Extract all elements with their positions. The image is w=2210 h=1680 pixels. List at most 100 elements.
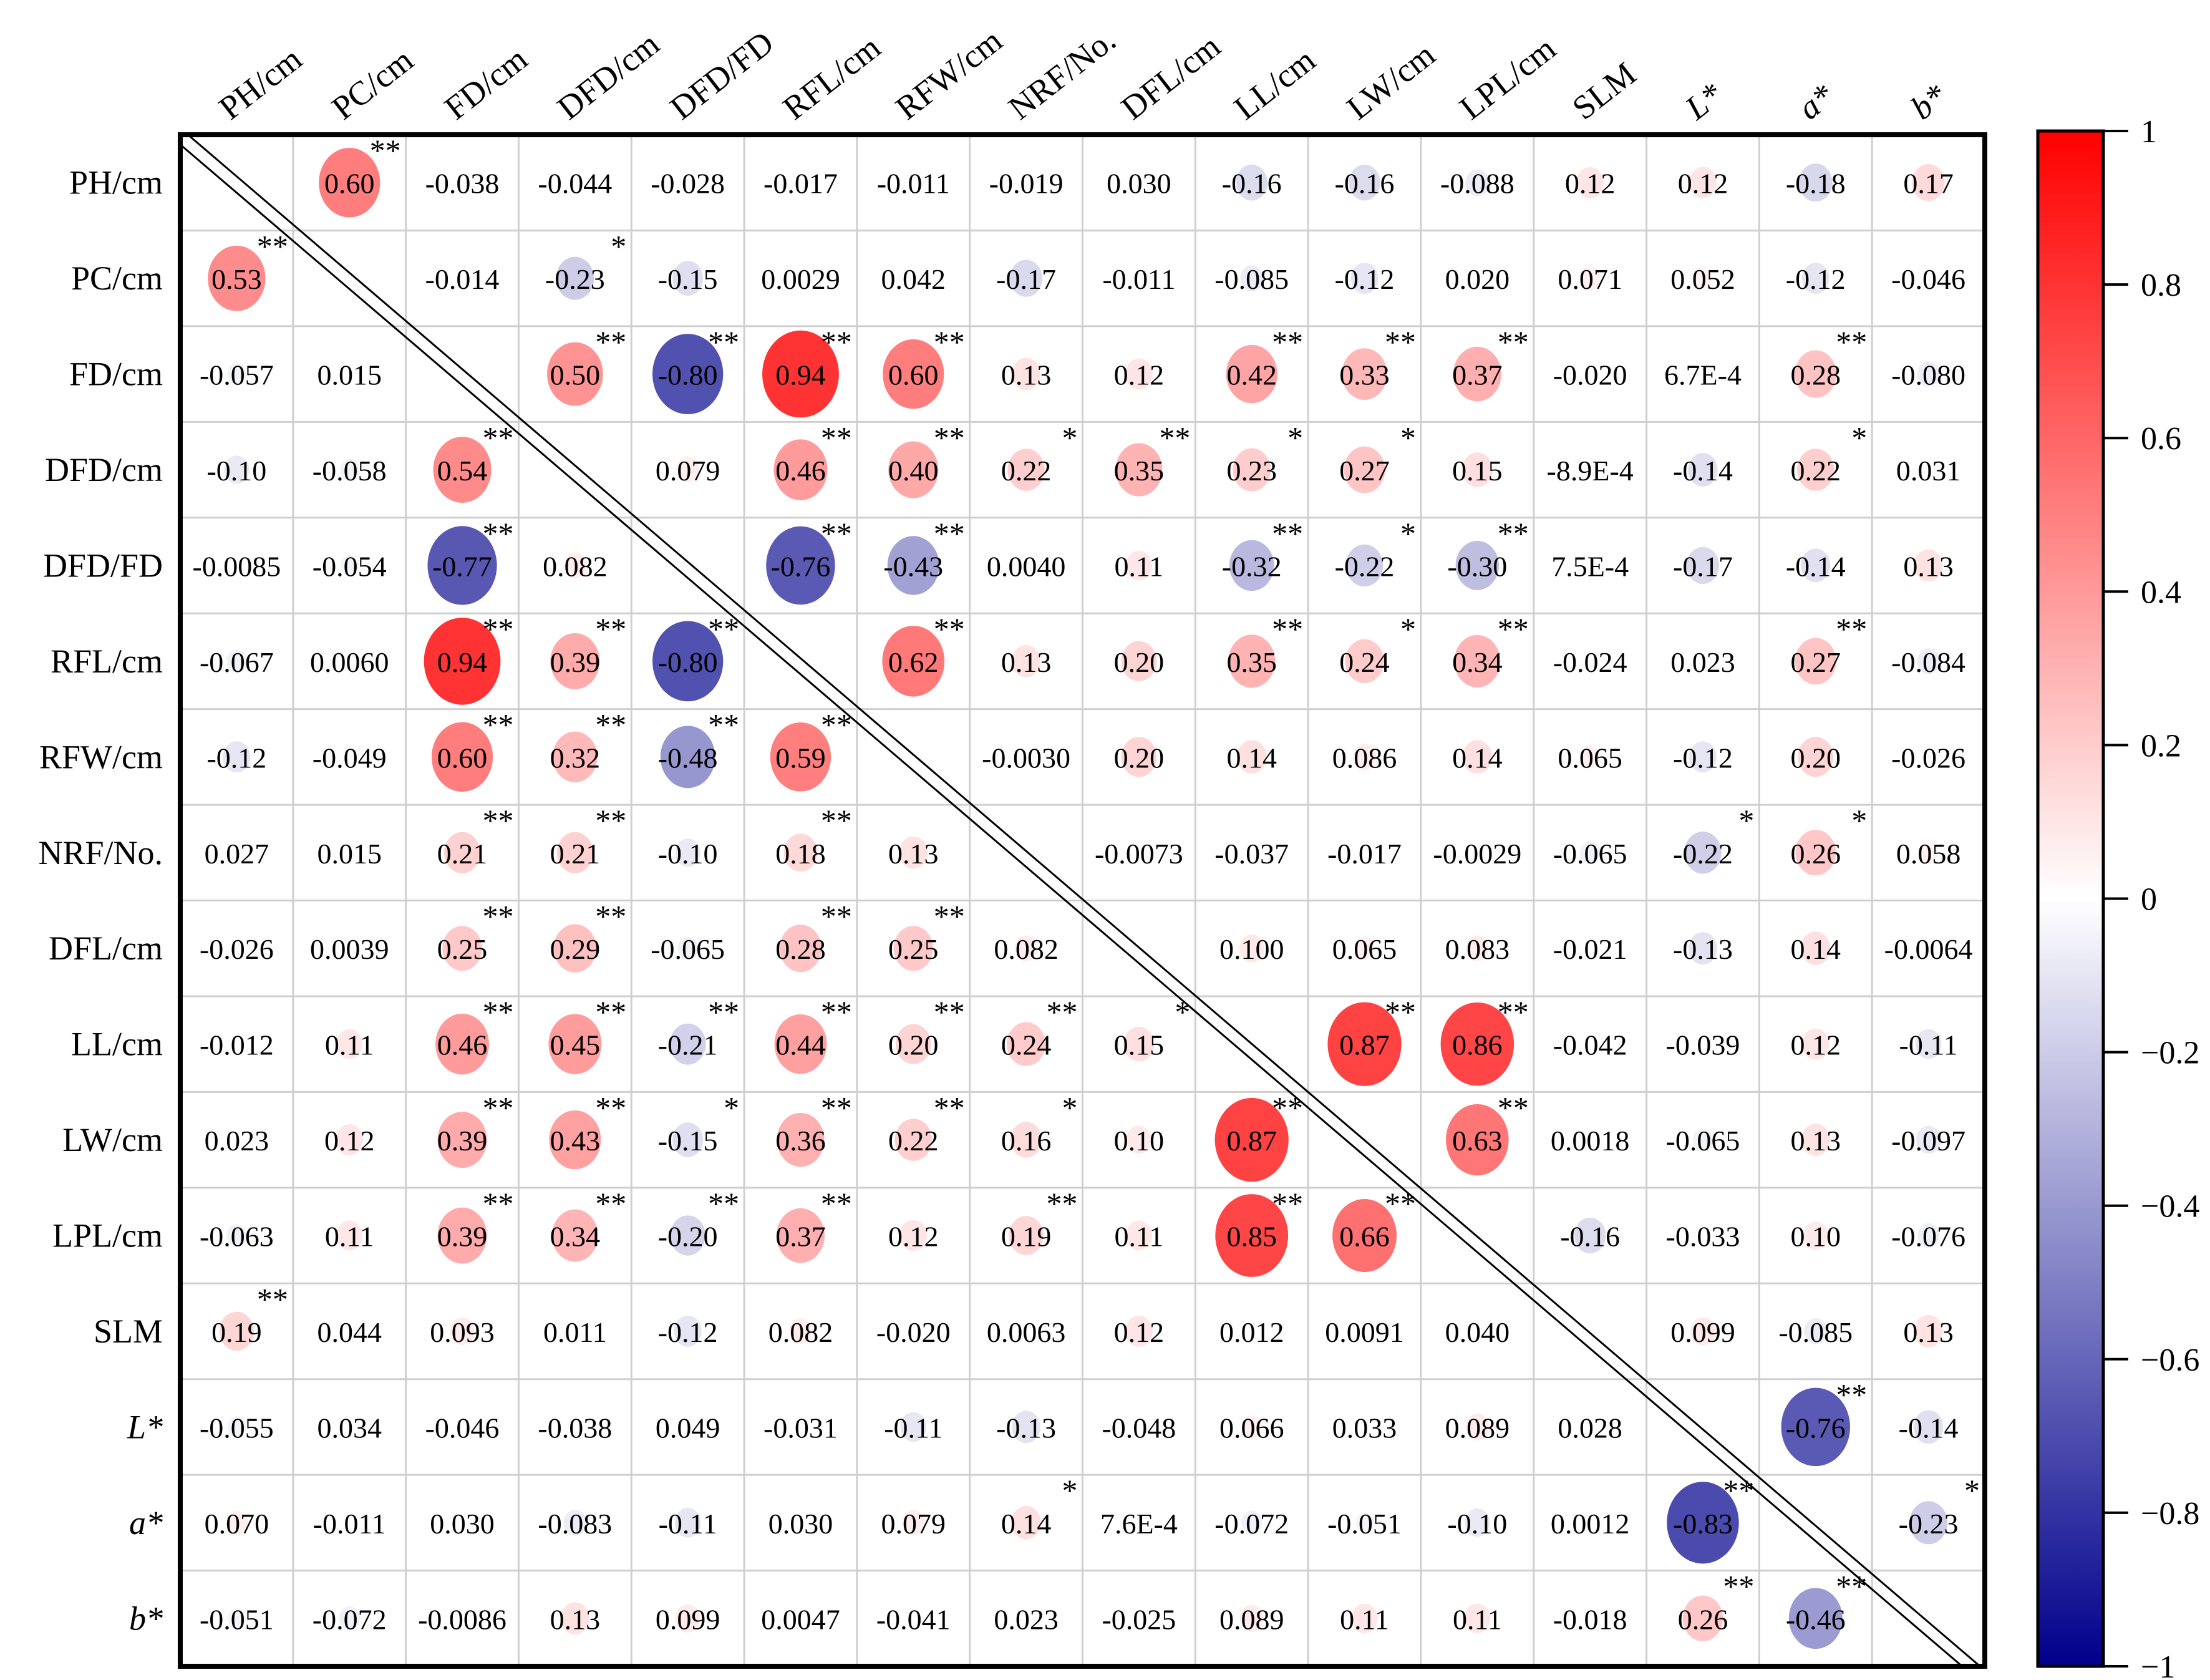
- correlation-value: -0.48: [658, 742, 718, 774]
- matrix-cell: 0.37**: [775, 1186, 852, 1263]
- correlation-circle: [339, 459, 359, 481]
- colorbar-tick-label: −1: [2141, 1649, 2175, 1680]
- correlation-value: 0.030: [768, 1508, 833, 1540]
- matrix-cell: -0.012: [200, 1029, 274, 1061]
- significance-stars: *: [1287, 420, 1303, 455]
- matrix-cell: -0.23*: [545, 228, 626, 300]
- matrix-cell: 0.099: [1670, 1316, 1735, 1348]
- correlation-circle: [1014, 935, 1038, 961]
- correlation-value: -0.77: [432, 550, 492, 582]
- correlation-circle: [226, 649, 247, 673]
- matrix-cell: -0.026: [200, 933, 274, 965]
- matrix-cell: 0.39**: [437, 1090, 513, 1168]
- significance-stars: **: [1498, 516, 1529, 551]
- significance-stars: **: [1272, 611, 1303, 646]
- correlation-value: -0.76: [771, 550, 831, 582]
- column-label: LPL/cm: [1453, 29, 1563, 127]
- correlation-circle: [443, 832, 481, 873]
- matrix-cell: -0.042: [1553, 1029, 1627, 1061]
- matrix-cell: 0.21**: [437, 803, 513, 873]
- column-label: DFD/FD: [663, 24, 780, 127]
- matrix-cell: -0.054: [313, 550, 387, 582]
- correlation-value: 0.079: [656, 455, 720, 487]
- correlation-circle: [660, 726, 715, 789]
- matrix-cell: -0.051: [200, 1603, 274, 1635]
- matrix-cell: -0.13: [996, 1411, 1056, 1444]
- correlation-circle: [1233, 448, 1271, 492]
- matrix-cell: 0.079: [881, 1508, 946, 1540]
- diagonal-line: [186, 132, 1979, 1666]
- significance-stars: **: [1836, 324, 1867, 359]
- significance-stars: **: [708, 1186, 739, 1221]
- matrix-cell: -0.46**: [1786, 1569, 1867, 1649]
- correlation-value: 0.39: [437, 1221, 488, 1253]
- correlation-value: -0.11: [659, 1508, 717, 1540]
- row-label: LW/cm: [62, 1121, 163, 1158]
- correlation-value: -0.051: [1327, 1508, 1402, 1540]
- correlation-circle: [1007, 1022, 1046, 1066]
- correlation-value: -0.020: [1553, 359, 1627, 391]
- correlation-circle: [551, 1209, 598, 1262]
- correlation-circle: [437, 1112, 487, 1168]
- matrix-cell: 0.023: [1670, 646, 1735, 678]
- correlation-circle: [339, 1606, 361, 1631]
- matrix-cell: 0.065: [1332, 933, 1397, 965]
- correlation-circle: [894, 1119, 932, 1161]
- correlation-value: 0.044: [317, 1316, 382, 1348]
- correlation-circle: [1241, 1510, 1263, 1535]
- matrix-cell: 0.39**: [550, 611, 626, 689]
- correlation-circle: [1580, 745, 1601, 769]
- matrix-cell: 0.015: [317, 359, 382, 391]
- matrix-cell: 0.60**: [319, 133, 401, 218]
- significance-stars: **: [1498, 1090, 1529, 1125]
- correlation-value: 0.63: [1452, 1125, 1503, 1157]
- significance-stars: **: [934, 1090, 965, 1125]
- correlation-circle: [1126, 1125, 1151, 1154]
- matrix-cell: 0.030: [430, 1508, 495, 1540]
- matrix-cell: -0.065: [1666, 1125, 1740, 1157]
- correlation-value: 0.12: [324, 1125, 375, 1157]
- correlation-circle: [1916, 1125, 1941, 1154]
- correlation-value: 0.12: [1565, 168, 1616, 200]
- correlation-circle: [1121, 641, 1157, 682]
- correlation-value: 0.027: [205, 838, 269, 870]
- matrix-cell: -0.11: [884, 1412, 943, 1444]
- matrix-cell: 0.086: [1332, 742, 1397, 774]
- correlation-circle: [1801, 1124, 1830, 1157]
- colorbar: 1 0.8 0.6 0.4 0.2 0 −0.2 −0.4 −0.6 −0.8 −1: [2036, 114, 2199, 1680]
- matrix-cell: -0.031: [763, 1412, 838, 1444]
- correlation-circle: [1909, 1501, 1947, 1545]
- correlation-value: -0.21: [658, 1029, 718, 1061]
- correlation-circle: [669, 1023, 706, 1065]
- correlation-value: 0.25: [888, 933, 939, 965]
- significance-stars: **: [821, 324, 852, 359]
- matrix-cell: 0.082: [543, 550, 608, 582]
- correlation-value: 0.030: [1107, 168, 1171, 200]
- matrix-cell: 0.54**: [433, 420, 513, 503]
- matrix-cell: 0.13: [550, 1602, 600, 1635]
- correlation-value: 0.023: [994, 1603, 1059, 1635]
- significance-stars: **: [1723, 1569, 1754, 1604]
- correlation-value: -0.084: [1891, 646, 1965, 678]
- correlation-value: -0.051: [200, 1603, 274, 1635]
- matrix-cell: 0.26 *: [1791, 803, 1867, 876]
- correlation-value: -0.080: [1891, 359, 1965, 391]
- correlation-value: 0.44: [775, 1029, 826, 1061]
- row-label: DFD/FD: [43, 546, 163, 584]
- matrix-cell: 0.044: [317, 1316, 382, 1348]
- correlation-value: 0.26: [1678, 1603, 1728, 1635]
- matrix-cell: 0.089: [1219, 1603, 1284, 1635]
- matrix-cell: 7.5E-4: [1551, 550, 1629, 582]
- correlation-circle: [1355, 1512, 1374, 1533]
- correlation-value: 0.23: [1226, 455, 1277, 487]
- matrix-cell: -0.80**: [652, 611, 739, 702]
- matrix-cell: 0.040: [1445, 1316, 1510, 1348]
- correlation-circle: [442, 926, 482, 971]
- correlation-value: -0.30: [1447, 550, 1507, 582]
- correlation-value: -0.065: [651, 933, 725, 965]
- correlation-value: -0.058: [313, 455, 387, 487]
- correlation-circle: [563, 552, 586, 579]
- matrix-cell: 0.42**: [1226, 324, 1303, 404]
- correlation-circle: [1215, 1194, 1289, 1277]
- correlation-circle: [1462, 740, 1493, 774]
